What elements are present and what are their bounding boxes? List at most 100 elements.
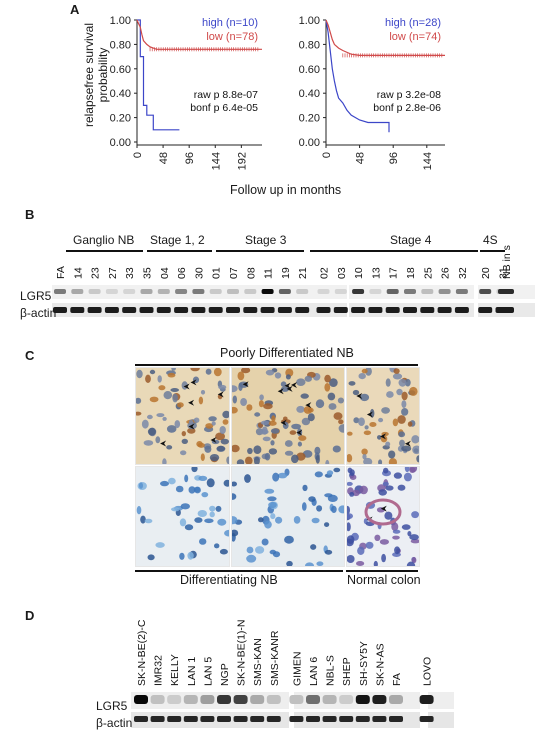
- actin-band: [243, 307, 258, 313]
- cell-nucleus: [291, 423, 301, 430]
- cell-nucleus: [232, 385, 238, 393]
- cell-nucleus: [398, 378, 407, 387]
- cell-nucleus: [385, 485, 394, 491]
- lgr5-band: [150, 695, 165, 704]
- lgr5-band: [192, 289, 205, 294]
- cell-nucleus: [258, 517, 264, 523]
- panel-c-bottom-right-line: [346, 570, 418, 572]
- lane-label: 03: [336, 267, 348, 279]
- actin-band: [139, 307, 154, 313]
- lgr5-band: [355, 695, 370, 704]
- actin-band: [295, 307, 310, 313]
- cell-nucleus: [333, 412, 343, 420]
- cell-nucleus: [329, 378, 338, 387]
- cell-nucleus: [411, 556, 417, 564]
- cell-nucleus: [204, 518, 214, 524]
- cell-nucleus: [365, 541, 374, 549]
- lgr5-band: [123, 289, 136, 294]
- cell-nucleus: [338, 505, 344, 514]
- cell-nucleus: [171, 507, 180, 512]
- cell-nucleus: [163, 391, 173, 400]
- y-tick-label: 0.40: [299, 88, 320, 100]
- lane-label: 25: [422, 267, 434, 279]
- actin-band: [333, 307, 348, 313]
- cell-nucleus: [369, 422, 377, 427]
- actin-band: [277, 307, 292, 313]
- cell-nucleus: [403, 472, 412, 482]
- cell-nucleus: [314, 471, 323, 478]
- cell-nucleus: [244, 474, 251, 483]
- lane-label: 31: [498, 267, 510, 279]
- cell-nucleus: [283, 416, 288, 421]
- colon-crypt: [364, 498, 402, 526]
- cell-nucleus: [245, 456, 253, 464]
- cell-nucleus: [172, 393, 178, 403]
- lane-label: 19: [280, 267, 292, 279]
- actin-band: [478, 307, 493, 313]
- x-tick-label: 96: [388, 152, 400, 164]
- cell-nucleus: [247, 447, 253, 455]
- cell-nucleus: [237, 371, 245, 381]
- y-tick-label: 0.60: [299, 64, 320, 76]
- lgr5-band: [372, 695, 387, 704]
- arrow-marker: [190, 379, 197, 386]
- cell-nucleus: [374, 534, 381, 541]
- km-plot-2: 0.00 0.20 0.40 0.60 0.80 1.00 0 48 96 144 high (n=…: [299, 15, 445, 170]
- cell-nucleus: [160, 480, 169, 487]
- y-tick-label: 0.00: [110, 137, 131, 149]
- lgr5-band: [317, 289, 330, 294]
- cell-nucleus: [270, 513, 276, 520]
- actin-band: [389, 716, 403, 722]
- cell-nucleus: [357, 546, 365, 555]
- actin-band: [104, 307, 119, 313]
- cell-nucleus: [216, 445, 226, 452]
- lgr5-band: [233, 695, 248, 704]
- cell-nucleus: [194, 486, 201, 494]
- cell-nucleus: [304, 375, 312, 382]
- cell-nucleus: [264, 488, 275, 494]
- cell-nucleus: [401, 524, 411, 530]
- cell-nucleus: [191, 467, 198, 473]
- cell-nucleus: [315, 454, 320, 464]
- cell-nucleus: [264, 452, 271, 461]
- cell-nucleus: [268, 420, 277, 426]
- actin-band: [316, 307, 331, 313]
- actin-band: [208, 307, 223, 313]
- cell-nucleus: [352, 389, 360, 396]
- lgr5-band: [167, 695, 182, 704]
- cell-nucleus: [392, 418, 399, 427]
- ylabel-line-1: relapsefree survival: [82, 22, 96, 128]
- actin-band: [368, 307, 383, 313]
- cell-nucleus: [170, 388, 179, 392]
- cell-nucleus: [300, 393, 309, 399]
- cell-nucleus: [224, 529, 229, 537]
- actin-band: [167, 716, 182, 722]
- lane-label: 23: [90, 267, 102, 279]
- cell-nucleus: [363, 430, 372, 436]
- cell-nucleus: [404, 378, 411, 387]
- legend-high: high (n=10): [202, 17, 258, 29]
- cell-nucleus: [385, 378, 391, 387]
- cell-nucleus: [166, 445, 173, 450]
- lgr5-band: [105, 289, 118, 294]
- group-stage-4: Stage 4: [390, 233, 432, 247]
- blot-actin-strip-3: [428, 712, 454, 728]
- cell-nucleus: [388, 458, 397, 464]
- cell-nucleus: [179, 518, 187, 527]
- cell-nucleus: [226, 456, 229, 464]
- y-tick-label: 0.00: [299, 137, 320, 149]
- cell-nucleus: [260, 420, 270, 425]
- cell-nucleus: [333, 467, 341, 473]
- lgr5-band: [71, 289, 84, 294]
- cell-nucleus: [303, 406, 313, 414]
- lane-label: FA: [55, 266, 67, 279]
- cell-nucleus: [316, 561, 324, 566]
- cell-nucleus: [174, 420, 181, 429]
- cell-nucleus: [324, 549, 333, 555]
- cell-nucleus: [348, 381, 356, 386]
- lgr5-band: [479, 289, 492, 294]
- x-tick-label: 48: [355, 152, 367, 164]
- cell-nucleus: [219, 426, 226, 434]
- arrow-marker: [380, 505, 387, 512]
- cell-nucleus: [181, 438, 188, 444]
